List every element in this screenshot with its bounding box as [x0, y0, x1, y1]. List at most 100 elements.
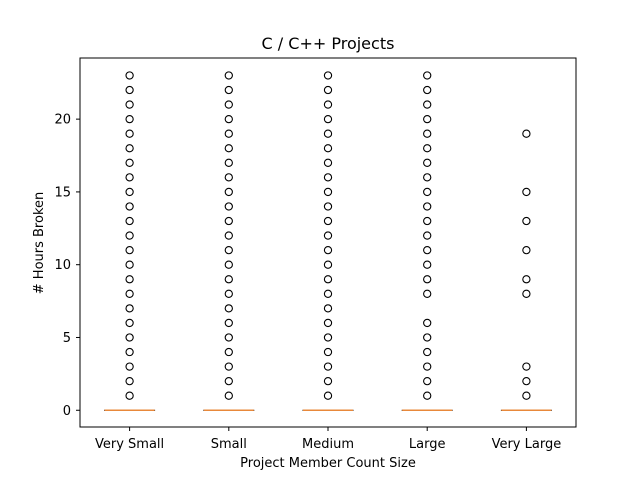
flier-point: [224, 376, 233, 386]
flier-point: [125, 202, 134, 211]
flier-point: [125, 245, 134, 255]
flier-point: [522, 376, 531, 386]
flier-point: [323, 304, 333, 313]
flier-point: [423, 216, 432, 226]
x-tick-label: Very Small: [95, 437, 164, 452]
flier-point: [423, 173, 432, 182]
flier-point: [423, 362, 432, 371]
y-axis-ticks: 0 5 10 15 20: [54, 113, 80, 419]
flier-point: [323, 129, 333, 138]
flier-point: [125, 260, 134, 269]
flier-point: [423, 289, 432, 298]
flier-point: [224, 187, 233, 197]
flier-point: [323, 362, 333, 371]
flier-point: [323, 71, 333, 80]
flier-point: [224, 85, 233, 95]
flier-point: [323, 347, 333, 357]
flier-point: [323, 376, 333, 386]
flier-point: [522, 216, 531, 226]
flier-point: [125, 318, 134, 328]
flier-point: [125, 275, 134, 284]
flier-point: [423, 347, 432, 357]
flier-point: [125, 71, 134, 80]
flier-point: [522, 129, 531, 138]
flier-point: [224, 231, 233, 240]
flier-point: [224, 114, 233, 124]
chart-marks: [104, 71, 552, 412]
flier-point: [423, 85, 432, 95]
flier-point: [125, 216, 134, 226]
flier-point: [522, 289, 531, 298]
flier-point: [224, 289, 233, 298]
flier-point: [125, 187, 134, 197]
y-tick-label: 0: [63, 404, 71, 419]
x-tick-label: Very Large: [492, 437, 562, 452]
flier-point: [224, 304, 233, 313]
flier-point: [323, 158, 333, 167]
flier-point: [125, 376, 134, 386]
flier-point: [423, 158, 432, 167]
flier-point: [423, 318, 432, 328]
flier-point: [423, 129, 432, 138]
flier-point: [522, 391, 531, 400]
flier-point: [323, 275, 333, 284]
flier-point: [423, 114, 432, 124]
flier-point: [125, 129, 134, 138]
flier-point: [323, 173, 333, 182]
flier-point: [423, 202, 432, 211]
flier-point: [323, 245, 333, 255]
flier-point: [224, 129, 233, 138]
flier-point: [224, 347, 233, 357]
flier-point: [423, 231, 432, 240]
flier-point: [125, 362, 134, 371]
flier-point: [125, 158, 134, 167]
x-tick-label: Small: [211, 437, 247, 452]
x-axis-ticks: Very Small Small Medium Large Very Large: [95, 427, 561, 452]
flier-point: [423, 144, 432, 153]
flier-point: [125, 231, 134, 240]
flier-point: [224, 100, 233, 109]
flier-point: [125, 100, 134, 109]
flier-point: [522, 245, 531, 255]
flier-point: [125, 333, 134, 342]
flier-point: [224, 216, 233, 226]
flier-point: [224, 144, 233, 153]
flier-point: [224, 245, 233, 255]
flier-point: [323, 391, 333, 400]
x-tick-label: Large: [409, 437, 446, 452]
flier-point: [224, 362, 233, 371]
flier-point: [224, 173, 233, 182]
x-tick-label: Medium: [302, 437, 354, 452]
flier-point: [323, 260, 333, 269]
flier-point: [522, 187, 531, 197]
flier-point: [323, 100, 333, 109]
x-axis-label: Project Member Count Size: [240, 456, 416, 471]
flier-point: [224, 391, 233, 400]
flier-point: [224, 158, 233, 167]
flier-point: [423, 100, 432, 109]
flier-point: [423, 71, 432, 80]
flier-point: [224, 202, 233, 211]
flier-point: [323, 318, 333, 328]
plot-area-frame: [79, 57, 577, 428]
chart-title: C / C++ Projects: [262, 34, 395, 53]
flier-point: [323, 85, 333, 95]
y-tick-label: 15: [54, 185, 71, 200]
flier-point: [125, 144, 134, 153]
flier-point: [125, 114, 134, 124]
flier-point: [323, 187, 333, 197]
y-tick-label: 10: [54, 258, 71, 273]
flier-point: [323, 231, 333, 240]
flier-point: [224, 71, 233, 80]
flier-point: [423, 260, 432, 269]
flier-point: [423, 391, 432, 400]
flier-point: [522, 275, 531, 284]
flier-point: [125, 304, 134, 313]
flier-point: [125, 391, 134, 400]
flier-point: [423, 245, 432, 255]
flier-point: [125, 347, 134, 357]
flier-point: [323, 114, 333, 124]
flier-point: [423, 275, 432, 284]
flier-point: [125, 173, 134, 182]
